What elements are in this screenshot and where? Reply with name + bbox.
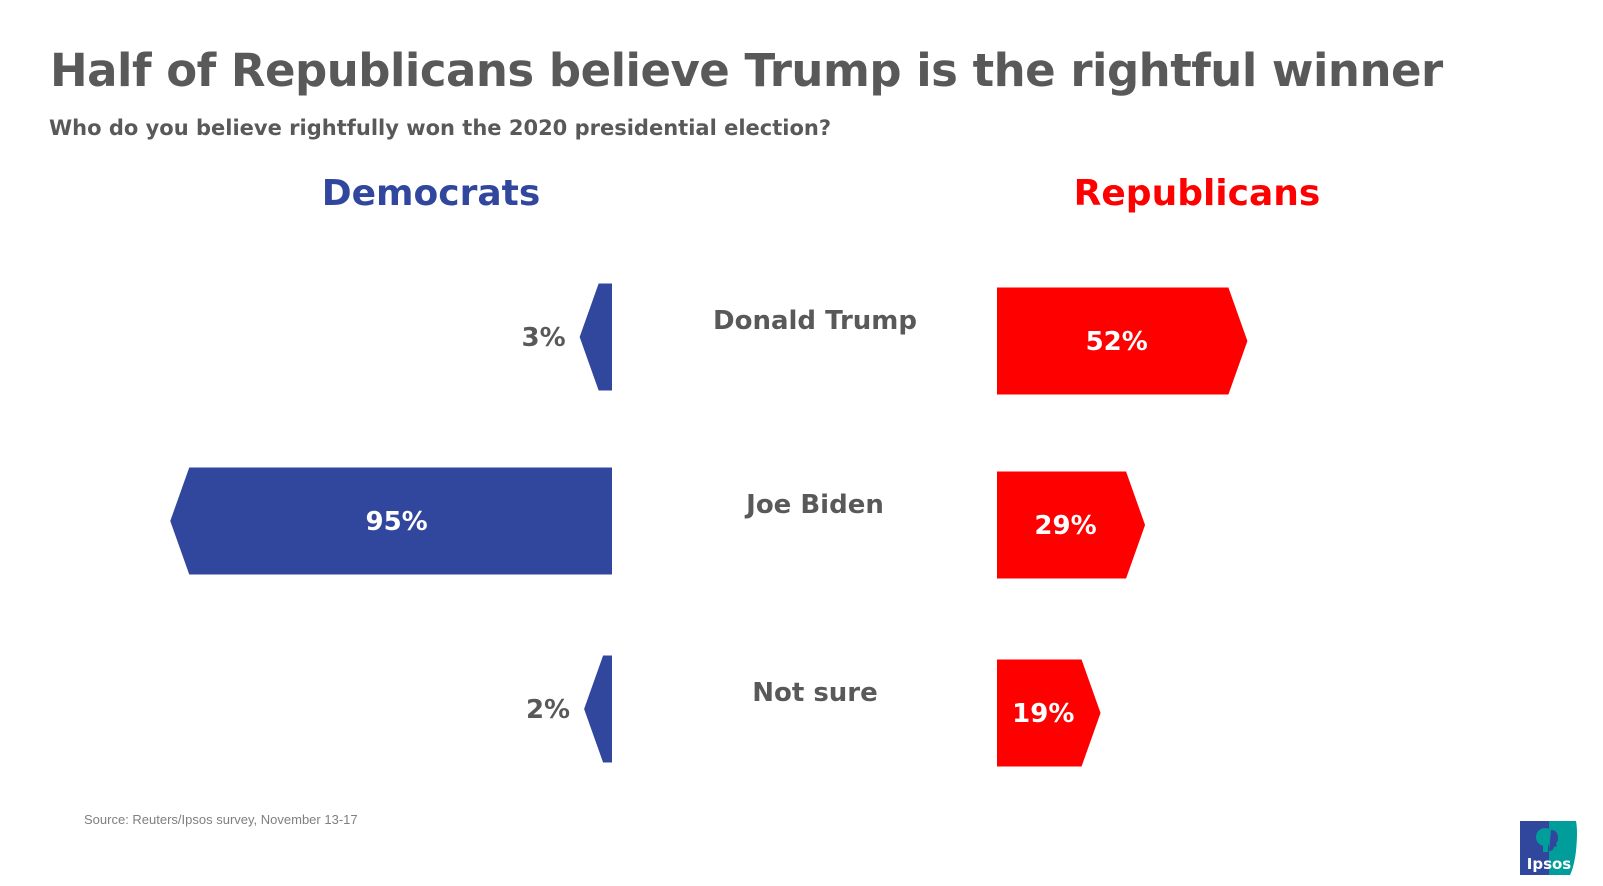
data-label-democrats: 2% bbox=[526, 695, 570, 725]
bar-republicans bbox=[997, 471, 1146, 579]
data-label-democrats: 95% bbox=[366, 507, 428, 537]
data-label-democrats: 3% bbox=[521, 323, 565, 353]
category-label: Not sure bbox=[752, 678, 878, 708]
bar-republicans bbox=[997, 659, 1101, 767]
bar-democrats bbox=[170, 467, 612, 575]
bar-democrats bbox=[584, 655, 612, 763]
category-label: Donald Trump bbox=[713, 306, 917, 336]
chart-subtitle: Who do you believe rightfully won the 20… bbox=[49, 116, 832, 140]
bar-democrats bbox=[579, 283, 612, 391]
source-note: Source: Reuters/Ipsos survey, November 1… bbox=[84, 812, 358, 827]
series-header-democrats: Democrats bbox=[321, 173, 541, 214]
series-header-republicans: Republicans bbox=[1073, 173, 1321, 214]
logo-tree-head bbox=[1536, 828, 1554, 846]
logo-text: Ipsos bbox=[1527, 855, 1572, 873]
data-label-republicans: 19% bbox=[1012, 699, 1074, 729]
ipsos-logo-icon: Ipsos bbox=[1520, 821, 1578, 875]
chart-title: Half of Republicans believe Trump is the… bbox=[50, 44, 1443, 97]
data-label-republicans: 52% bbox=[1086, 327, 1148, 357]
category-label: Joe Biden bbox=[744, 490, 884, 520]
logo-face-profile bbox=[1549, 830, 1558, 851]
data-label-republicans: 29% bbox=[1034, 511, 1096, 541]
logo-trunk bbox=[1543, 843, 1548, 852]
bar-republicans bbox=[997, 287, 1248, 395]
